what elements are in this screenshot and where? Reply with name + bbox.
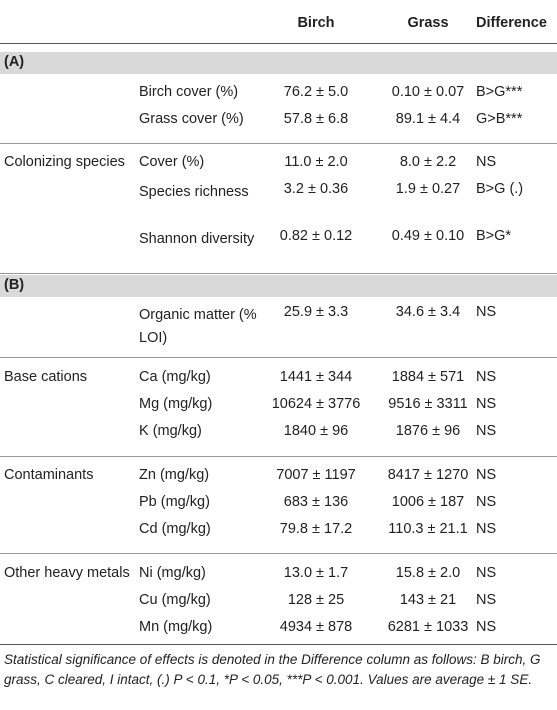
row-grass: 110.3 ± 21.1 xyxy=(388,521,468,537)
row-variable: Organic matter (% LOI) xyxy=(139,307,257,346)
row-variable: Ni (mg/kg) xyxy=(139,565,206,581)
row-birch: 3.2 ± 0.36 xyxy=(283,181,349,197)
row-difference: NS xyxy=(476,592,497,608)
row-difference: NS xyxy=(476,154,497,170)
table-bottom-rule xyxy=(0,644,557,645)
row-difference: B>G*** xyxy=(476,84,523,100)
row-difference: NS xyxy=(476,521,497,537)
row-birch: 0.82 ± 0.12 xyxy=(279,228,353,244)
row-group: Other heavy metals xyxy=(4,565,130,581)
row-birch: 11.0 ± 2.0 xyxy=(284,154,348,170)
row-difference: B>G* xyxy=(476,228,512,244)
row-variable: Cu (mg/kg) xyxy=(139,592,211,608)
row-variable: Shannon diversity xyxy=(139,231,255,247)
group-rule xyxy=(0,553,557,554)
row-birch: 1840 ± 96 xyxy=(283,423,349,439)
row-difference: NS xyxy=(476,619,497,635)
section-a-label: (A) xyxy=(4,54,25,70)
row-difference: G>B*** xyxy=(476,111,523,127)
row-variable: Species richness xyxy=(139,184,249,200)
row-variable: Mg (mg/kg) xyxy=(139,396,213,412)
row-grass: 89.1 ± 4.4 xyxy=(395,111,461,127)
row-birch: 76.2 ± 5.0 xyxy=(283,84,349,100)
section-a-band xyxy=(0,52,557,74)
row-grass: 34.6 ± 3.4 xyxy=(395,304,461,320)
row-birch: 7007 ± 1197 xyxy=(276,467,356,483)
header-rule xyxy=(0,43,557,44)
row-birch: 683 ± 136 xyxy=(283,494,349,510)
row-difference: NS xyxy=(476,467,497,483)
row-birch: 4934 ± 878 xyxy=(279,619,353,635)
row-birch: 10624 ± 3776 xyxy=(271,396,361,412)
row-birch: 25.9 ± 3.3 xyxy=(283,304,349,320)
row-difference: NS xyxy=(476,396,497,412)
row-birch: 1441 ± 344 xyxy=(279,369,353,385)
row-birch: 57.8 ± 6.8 xyxy=(283,111,349,127)
row-variable: Ca (mg/kg) xyxy=(139,369,211,385)
row-grass: 1006 ± 187 xyxy=(391,494,465,510)
group-rule xyxy=(0,357,557,358)
row-birch: 13.0 ± 1.7 xyxy=(283,565,349,581)
row-group: Colonizing species xyxy=(4,154,125,170)
header-grass: Grass xyxy=(407,15,449,31)
table-caption: Statistical significance of effects is d… xyxy=(4,652,541,687)
row-variable: Grass cover (%) xyxy=(139,111,244,127)
row-variable: Mn (mg/kg) xyxy=(139,619,213,635)
row-variable: Pb (mg/kg) xyxy=(139,494,210,510)
row-birch: 128 ± 25 xyxy=(287,592,345,608)
row-difference: B>G (.) xyxy=(476,181,524,197)
group-rule xyxy=(0,273,557,274)
row-birch: 79.8 ± 17.2 xyxy=(279,521,353,537)
row-grass: 9516 ± 3311 xyxy=(388,396,468,412)
row-difference: NS xyxy=(476,369,497,385)
row-grass: 8.0 ± 2.2 xyxy=(399,154,457,170)
row-variable: Birch cover (%) xyxy=(139,84,239,100)
row-grass: 0.10 ± 0.07 xyxy=(391,84,465,100)
header-difference: Difference xyxy=(476,15,547,31)
header-birch: Birch xyxy=(297,15,335,31)
row-grass: 1884 ± 571 xyxy=(391,369,465,385)
section-b-label: (B) xyxy=(4,277,25,293)
row-group: Contaminants xyxy=(4,467,94,483)
row-grass: 15.8 ± 2.0 xyxy=(395,565,461,581)
row-difference: NS xyxy=(476,304,497,320)
group-rule xyxy=(0,456,557,457)
row-grass: 8417 ± 1270 xyxy=(387,467,469,483)
row-variable: Zn (mg/kg) xyxy=(139,467,210,483)
row-grass: 0.49 ± 0.10 xyxy=(391,228,465,244)
row-difference: NS xyxy=(476,423,497,439)
row-grass: 1.9 ± 0.27 xyxy=(395,181,461,197)
row-difference: NS xyxy=(476,494,497,510)
row-difference: NS xyxy=(476,565,497,581)
section-b-band xyxy=(0,275,557,297)
row-grass: 143 ± 21 xyxy=(399,592,457,608)
row-variable: Cover (%) xyxy=(139,154,205,170)
row-variable: Cd (mg/kg) xyxy=(139,521,211,537)
row-grass: 6281 ± 1033 xyxy=(387,619,469,635)
row-variable: K (mg/kg) xyxy=(139,423,202,439)
row-grass: 1876 ± 96 xyxy=(395,423,461,439)
group-rule xyxy=(0,143,557,144)
row-group: Base cations xyxy=(4,369,88,385)
